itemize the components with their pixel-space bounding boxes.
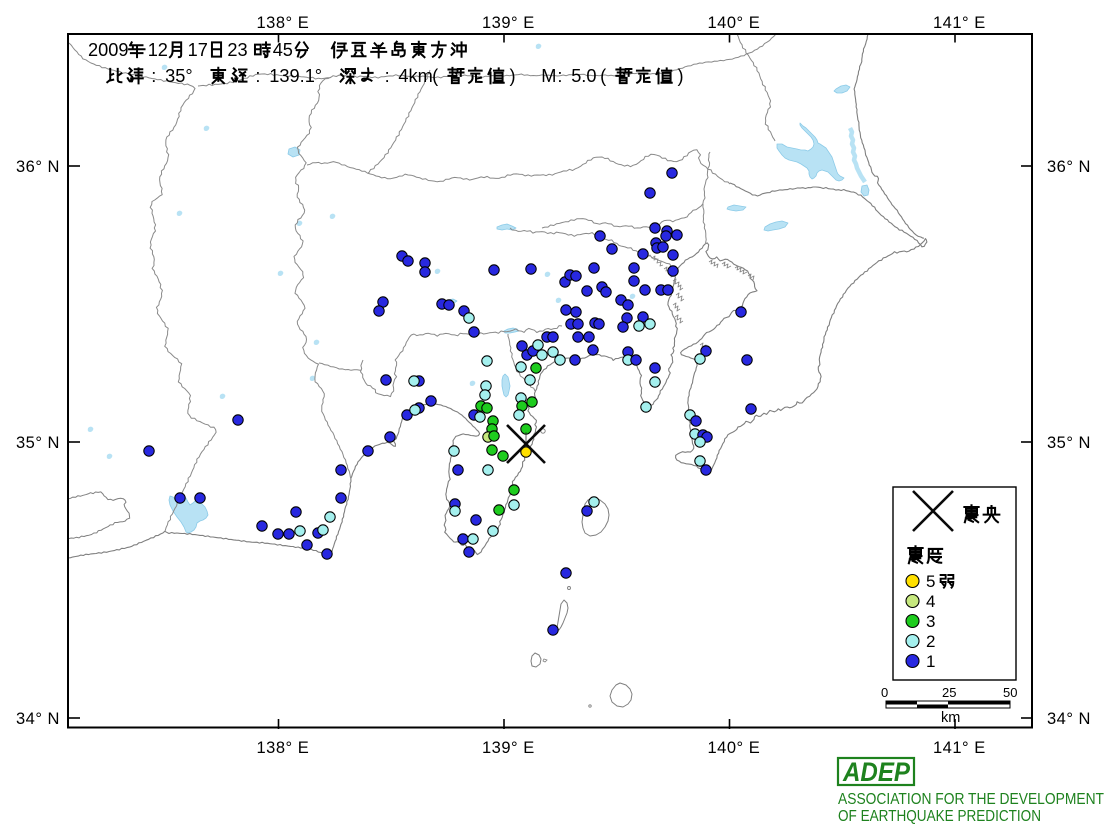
svg-text::: : xyxy=(385,66,390,86)
svg-text::: : xyxy=(255,66,260,86)
svg-text:4km: 4km xyxy=(398,66,432,86)
svg-text:1: 1 xyxy=(926,652,935,671)
svg-text:ASSOCIATION FOR THE DEVELOPME: ASSOCIATION FOR THE DEVELOPMENT xyxy=(838,791,1104,808)
svg-text:141° E: 141° E xyxy=(933,739,986,757)
svg-text::: : xyxy=(151,66,156,86)
svg-text:138° E: 138° E xyxy=(257,14,310,32)
svg-text:5.0: 5.0 xyxy=(571,66,596,86)
svg-text:4: 4 xyxy=(926,592,935,611)
svg-text:34° N: 34° N xyxy=(1047,710,1091,728)
svg-text:139° E: 139° E xyxy=(482,14,535,32)
svg-text:2009: 2009 xyxy=(88,40,128,60)
svg-text:23: 23 xyxy=(227,40,247,60)
svg-text:140° E: 140° E xyxy=(708,739,761,757)
svg-text:35°: 35° xyxy=(165,66,193,86)
svg-text:2: 2 xyxy=(926,632,935,651)
svg-text:141° E: 141° E xyxy=(933,14,986,32)
svg-text:139° E: 139° E xyxy=(482,739,535,757)
svg-text:(: ( xyxy=(600,66,606,86)
svg-text:25: 25 xyxy=(942,685,956,700)
svg-text:139.1°: 139.1° xyxy=(269,66,322,86)
svg-text:34° N: 34° N xyxy=(16,710,60,728)
svg-text:0: 0 xyxy=(881,685,888,700)
svg-text:(: ( xyxy=(432,66,438,86)
svg-text:M: M xyxy=(541,66,556,86)
svg-text:): ) xyxy=(678,66,684,86)
svg-text:12: 12 xyxy=(148,40,168,60)
svg-text:140° E: 140° E xyxy=(708,14,761,32)
svg-text:ADEP: ADEP xyxy=(842,757,911,787)
svg-text:36° N: 36° N xyxy=(1047,158,1091,176)
svg-text:35° N: 35° N xyxy=(1047,434,1091,452)
svg-text::: : xyxy=(557,66,562,86)
svg-text:50: 50 xyxy=(1003,685,1017,700)
svg-text:3: 3 xyxy=(926,612,935,631)
svg-text:36° N: 36° N xyxy=(16,158,60,176)
svg-text:138° E: 138° E xyxy=(257,739,310,757)
svg-text:km: km xyxy=(941,710,960,726)
svg-text:17: 17 xyxy=(188,40,208,60)
svg-text:35° N: 35° N xyxy=(16,434,60,452)
svg-text:OF EARTHQUAKE PREDICTION: OF EARTHQUAKE PREDICTION xyxy=(838,808,1041,825)
svg-text:5: 5 xyxy=(926,572,935,591)
svg-text:): ) xyxy=(510,66,516,86)
svg-text:45: 45 xyxy=(273,40,293,60)
